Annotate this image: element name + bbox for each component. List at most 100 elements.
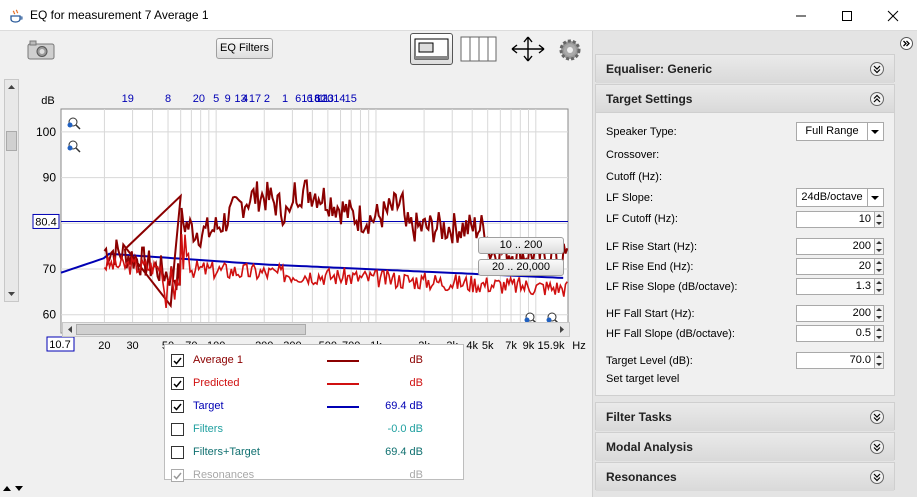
filter-number-label: 4 xyxy=(242,93,248,105)
legend-checkbox[interactable] xyxy=(171,469,184,482)
range-20-20000-button[interactable]: 20 .. 20,000 xyxy=(478,259,564,276)
legend-checkbox[interactable] xyxy=(171,377,184,390)
close-button[interactable] xyxy=(870,0,916,31)
y-tick-label: 70 xyxy=(43,262,57,276)
target-level-value[interactable]: 70.0 xyxy=(796,352,875,369)
filter-number-label: 3 xyxy=(328,93,334,105)
frequency-response-graph[interactable]: dB10090706080.410.7203050701002003005007… xyxy=(0,61,590,361)
spinner-icon[interactable] xyxy=(875,258,884,275)
legend-checkbox[interactable] xyxy=(171,423,184,436)
collapse-sidebar-icon[interactable] xyxy=(900,37,913,50)
filter-number-label: 17 xyxy=(249,93,261,105)
columns-icon xyxy=(460,36,497,62)
modal-analysis-title: Modal Analysis xyxy=(606,440,693,454)
filter-number-label: 13 xyxy=(234,93,246,105)
filter-number-label: 18 xyxy=(308,93,320,105)
target-level-marker[interactable]: 80.4 xyxy=(35,216,56,228)
lf-cutoff-input[interactable]: 10 xyxy=(796,211,884,228)
title-bar: EQ for measurement 7 Average 1 xyxy=(0,0,917,31)
speaker-type-value: Full Range xyxy=(805,125,859,137)
min-freq-marker-box[interactable] xyxy=(46,336,75,352)
lf-rise-start-value[interactable]: 200 xyxy=(796,238,875,255)
maximize-icon xyxy=(842,10,852,21)
vertical-scrollbar[interactable] xyxy=(4,79,19,302)
legend-checkbox[interactable] xyxy=(171,400,184,413)
split-toggle-icon[interactable] xyxy=(2,483,28,493)
lf-cutoff-value[interactable]: 10 xyxy=(796,211,875,228)
target-level-label: Target Level (dB): xyxy=(606,355,693,367)
filter-number-label: 6 xyxy=(314,93,320,105)
x-tick-label: Hz xyxy=(572,340,585,352)
set-target-level-button[interactable]: Set target level xyxy=(606,373,680,385)
filter-number-label: 5 xyxy=(213,93,219,105)
filter-number-label: 14 xyxy=(333,93,345,105)
filter-number-label: 1 xyxy=(301,93,307,105)
spinner-icon[interactable] xyxy=(875,352,884,369)
range-10-200-button[interactable]: 10 .. 200 xyxy=(478,237,564,254)
chevron-down-icon[interactable] xyxy=(870,410,884,424)
lf-slope-value: 24dB/octave xyxy=(801,191,863,203)
eq-filters-button[interactable]: EQ Filters xyxy=(216,38,273,59)
lf-rise-end-input[interactable]: 20 xyxy=(796,258,884,275)
scroll-down-icon[interactable] xyxy=(5,287,18,301)
zoom-in-icon[interactable] xyxy=(546,312,560,325)
horizontal-scrollbar[interactable] xyxy=(62,322,570,337)
zoom-out-icon[interactable] xyxy=(67,140,81,153)
min-freq-marker[interactable]: 10.7 xyxy=(49,339,70,351)
spinner-icon[interactable] xyxy=(875,211,884,228)
target-level-input[interactable]: 70.0 xyxy=(796,352,884,369)
cutoff-label: Cutoff (Hz): xyxy=(606,171,663,183)
modal-analysis-panel[interactable]: Modal Analysis xyxy=(595,432,895,461)
x-tick-label: 15.9k xyxy=(538,340,565,352)
zoom-in-icon[interactable] xyxy=(67,117,81,130)
speaker-type-label: Speaker Type: xyxy=(606,126,677,138)
lf-slope-select[interactable]: 24dB/octave xyxy=(796,188,884,207)
legend-label: Predicted xyxy=(193,377,240,389)
lf-rise-end-value[interactable]: 20 xyxy=(796,258,875,275)
filter-number-label: 11 xyxy=(318,93,329,105)
chevron-down-icon[interactable] xyxy=(870,440,884,454)
equaliser-panel[interactable]: Equaliser: Generic xyxy=(595,54,895,83)
camera-icon[interactable] xyxy=(26,39,56,61)
legend-value: dB xyxy=(409,469,423,481)
legend-checkbox[interactable] xyxy=(171,354,184,367)
expand-arrows-icon[interactable] xyxy=(508,35,548,63)
equaliser-panel-title: Equaliser: Generic xyxy=(606,62,713,76)
legend-label: Target xyxy=(193,400,224,412)
scroll-up-icon[interactable] xyxy=(5,80,18,94)
filter-number-label: 8 xyxy=(165,93,171,105)
horizontal-scroll-thumb[interactable] xyxy=(76,324,306,335)
speaker-type-select[interactable]: Full Range xyxy=(796,122,884,141)
maximize-button[interactable] xyxy=(824,0,870,31)
scroll-left-icon[interactable] xyxy=(63,323,77,336)
graph-view-button[interactable] xyxy=(410,33,453,65)
hf-fall-start-value[interactable]: 200 xyxy=(796,305,875,322)
filter-tasks-panel[interactable]: Filter Tasks xyxy=(595,402,895,431)
resonances-panel[interactable]: Resonances xyxy=(595,462,895,491)
minimize-button[interactable] xyxy=(778,0,824,31)
spinner-icon[interactable] xyxy=(875,278,884,295)
spinner-icon[interactable] xyxy=(875,305,884,322)
filter-number-label: 6 xyxy=(307,93,313,105)
columns-view-button[interactable] xyxy=(459,35,499,63)
hf-fall-start-input[interactable]: 200 xyxy=(796,305,884,322)
legend-value: -0.0 dB xyxy=(387,423,423,435)
scroll-right-icon[interactable] xyxy=(555,323,569,336)
lf-rise-start-input[interactable]: 200 xyxy=(796,238,884,255)
lf-rise-slope-value[interactable]: 1.3 xyxy=(796,278,875,295)
spinner-icon[interactable] xyxy=(875,325,884,342)
measurement-curve xyxy=(103,179,569,309)
chevron-down-icon[interactable] xyxy=(870,470,884,484)
target-level-marker-box[interactable] xyxy=(32,213,60,229)
spinner-icon[interactable] xyxy=(875,238,884,255)
lf-rise-slope-input[interactable]: 1.3 xyxy=(796,278,884,295)
filter-tasks-title: Filter Tasks xyxy=(606,410,672,424)
legend-label: Average 1 xyxy=(193,354,243,366)
settings-gear-icon[interactable] xyxy=(558,38,582,62)
legend-checkbox[interactable] xyxy=(171,446,184,459)
chevron-up-icon[interactable] xyxy=(870,92,884,106)
hf-fall-slope-value[interactable]: 0.5 xyxy=(796,325,875,342)
hf-fall-slope-input[interactable]: 0.5 xyxy=(796,325,884,342)
chevron-down-icon[interactable] xyxy=(870,62,884,76)
vertical-scroll-thumb[interactable] xyxy=(6,131,17,151)
